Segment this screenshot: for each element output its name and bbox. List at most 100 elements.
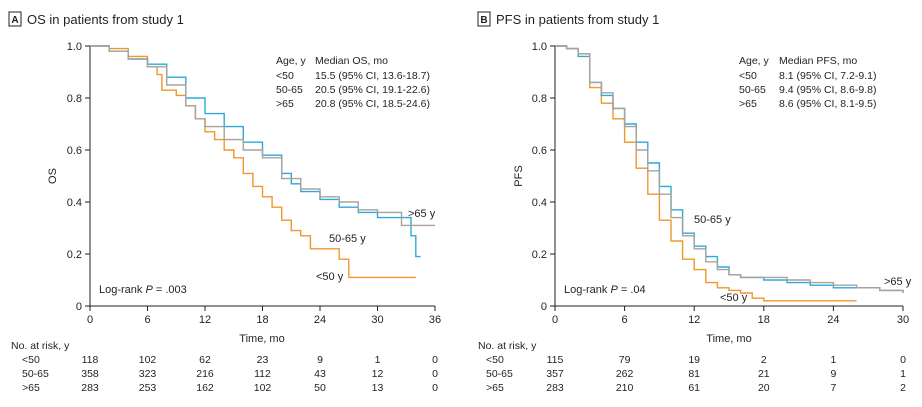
risk-a-values: 118 102 62 23 9 1 0 358 323 216 112 43 12 0 283 253 162 1… xyxy=(81,354,438,394)
x-tick-label-a-1: 6 xyxy=(144,314,150,326)
risk-a-gt65-t36: 0 xyxy=(432,382,438,394)
y-tick-label-b-1: 0.2 xyxy=(532,249,547,261)
y-tick-label-b-5: 1.0 xyxy=(532,41,547,53)
risk-a-lt50-t6: 102 xyxy=(139,354,157,366)
x-tick-label-b-4: 24 xyxy=(827,314,839,326)
x-tick-label-a-4: 24 xyxy=(314,314,326,326)
risk-b-50-65-t12: 81 xyxy=(688,368,700,380)
panel-b-curves xyxy=(555,45,904,302)
risk-b-gt65-t0: 283 xyxy=(546,382,564,394)
panel-b-badge-box xyxy=(477,11,491,27)
legend-a-header-age: Age, y xyxy=(276,55,307,67)
risk-b-lt50-t12: 19 xyxy=(688,354,700,366)
risk-b-50-65-t24: 9 xyxy=(830,368,836,380)
panel-b: B PFS in patients from study 1 0 0.2 0.4 0.… xyxy=(477,11,912,394)
legend-a-median-gt65: 20.8 (95% CI, 18.5-24.6) xyxy=(315,98,430,110)
legend-b-median-50-65: 9.4 (95% CI, 8.6-9.8) xyxy=(779,84,876,96)
curve-a-lt50 xyxy=(90,45,416,279)
risk-a-label-gt65: >65 xyxy=(22,382,40,394)
x-tick-label-b-1: 6 xyxy=(622,314,628,326)
legend-a-median-lt50: 15.5 (95% CI, 13.6-18.7) xyxy=(315,70,430,82)
risk-b-gt65-t12: 61 xyxy=(688,382,700,394)
risk-a-50-65-t18: 112 xyxy=(254,368,271,380)
panel-a: A OS in patients from study 1 0 0.2 0.4 0.6… xyxy=(8,11,441,394)
panel-b-title: PFS in patients from study 1 xyxy=(496,12,659,27)
risk-a-lt50-t36: 0 xyxy=(432,354,438,366)
panel-b-x-label: Time, mo xyxy=(706,333,751,345)
panel-a-legend: Age, y Median OS, mo <50 15.5 (95% CI, 1… xyxy=(276,55,430,110)
panel-a-ticks: 0 0.2 0.4 0.6 0.8 1.0 0 6 12 18 24 30 36 xyxy=(67,41,441,326)
risk-a-header: No. at risk, y xyxy=(11,340,70,352)
y-tick-label-a-3: 0.6 xyxy=(67,145,82,157)
legend-b-median-lt50: 8.1 (95% CI, 7.2-9.1) xyxy=(779,70,876,82)
risk-b-lt50-t18: 2 xyxy=(761,354,767,366)
y-tick-label-a-5: 1.0 xyxy=(67,41,82,53)
risk-b-lt50-t0: 115 xyxy=(547,354,564,366)
curve-a-label-gt65: >65 y xyxy=(408,208,436,220)
risk-b-label-lt50: <50 xyxy=(486,354,504,366)
risk-b-50-65-t30: 1 xyxy=(900,368,906,380)
curve-b-gt65 xyxy=(555,45,904,293)
y-tick-label-b-2: 0.4 xyxy=(532,197,547,209)
x-tick-label-a-2: 12 xyxy=(199,314,211,326)
risk-a-gt65-t12: 162 xyxy=(196,382,214,394)
curve-b-label-gt65: >65 y xyxy=(884,276,912,288)
legend-b-median-gt65: 8.6 (95% CI, 8.1-9.5) xyxy=(779,98,876,110)
risk-b-lt50-t24: 1 xyxy=(830,354,836,366)
risk-a-lt50-t30: 1 xyxy=(375,354,381,366)
x-tick-label-b-3: 18 xyxy=(758,314,770,326)
legend-a-age-gt65: >65 xyxy=(276,98,294,110)
panel-a-badge-box xyxy=(8,11,22,27)
panel-b-ticks: 0 0.2 0.4 0.6 0.8 1.0 0 6 12 18 24 30 xyxy=(532,41,909,326)
panel-b-letter: B xyxy=(480,15,487,26)
x-tick-label-b-5: 30 xyxy=(897,314,909,326)
risk-b-gt65-t6: 210 xyxy=(616,382,634,394)
x-tick-label-a-6: 36 xyxy=(429,314,441,326)
legend-b-age-gt65: >65 xyxy=(739,98,757,110)
x-tick-label-b-2: 12 xyxy=(688,314,700,326)
risk-a-lt50-t0: 118 xyxy=(82,354,99,366)
panel-a-curves xyxy=(90,45,435,279)
curve-b-label-50-65: 50-65 y xyxy=(694,214,731,226)
risk-b-lt50-t6: 79 xyxy=(619,354,631,366)
risk-b-50-65-t6: 262 xyxy=(616,368,634,380)
risk-b-gt65-t24: 7 xyxy=(830,382,836,394)
risk-a-lt50-t12: 62 xyxy=(199,354,211,366)
y-tick-label-a-2: 0.4 xyxy=(67,197,82,209)
x-tick-label-b-0: 0 xyxy=(552,314,558,326)
curve-a-r50_65 xyxy=(90,45,421,258)
y-tick-label-b-4: 0.8 xyxy=(532,93,547,105)
risk-b-50-65-t0: 357 xyxy=(546,368,564,380)
risk-a-50-65-t36: 0 xyxy=(432,368,438,380)
panel-a-letter: A xyxy=(11,15,18,26)
legend-b-header-median: Median PFS, mo xyxy=(779,55,857,67)
risk-a-50-65-t12: 216 xyxy=(196,368,214,380)
risk-a-50-65-t24: 43 xyxy=(314,368,326,380)
risk-a-lt50-t18: 23 xyxy=(257,354,269,366)
curve-b-label-lt50: <50 y xyxy=(720,292,748,304)
curve-a-label-lt50: <50 y xyxy=(316,271,344,283)
curve-a-gt65 xyxy=(90,45,435,227)
risk-a-50-65-t0: 358 xyxy=(81,368,99,380)
risk-a-gt65-t30: 13 xyxy=(372,382,384,394)
curve-b-lt50 xyxy=(555,45,857,302)
panel-b-logrank: Log-rank P = .04 xyxy=(564,284,646,296)
x-tick-label-a-0: 0 xyxy=(87,314,93,326)
risk-a-label-lt50: <50 xyxy=(22,354,40,366)
risk-b-50-65-t18: 21 xyxy=(758,368,770,380)
risk-b-label-gt65: >65 xyxy=(486,382,504,394)
y-tick-label-a-0: 0 xyxy=(76,301,82,313)
risk-a-lt50-t24: 9 xyxy=(317,354,323,366)
risk-a-gt65-t18: 102 xyxy=(254,382,272,394)
panel-a-logrank: Log-rank P = .003 xyxy=(99,284,187,296)
risk-a-50-65-t30: 12 xyxy=(372,368,384,380)
x-tick-label-a-5: 30 xyxy=(371,314,383,326)
y-tick-label-b-3: 0.6 xyxy=(532,145,547,157)
risk-a-gt65-t0: 283 xyxy=(81,382,99,394)
y-tick-label-a-1: 0.2 xyxy=(67,249,82,261)
panel-b-legend: Age, y Median PFS, mo <50 8.1 (95% CI, 7… xyxy=(739,55,876,110)
x-tick-label-a-3: 18 xyxy=(256,314,268,326)
legend-b-age-lt50: <50 xyxy=(739,70,757,82)
risk-a-gt65-t24: 50 xyxy=(314,382,326,394)
legend-a-median-50-65: 20.5 (95% CI, 19.1-22.6) xyxy=(315,84,430,96)
